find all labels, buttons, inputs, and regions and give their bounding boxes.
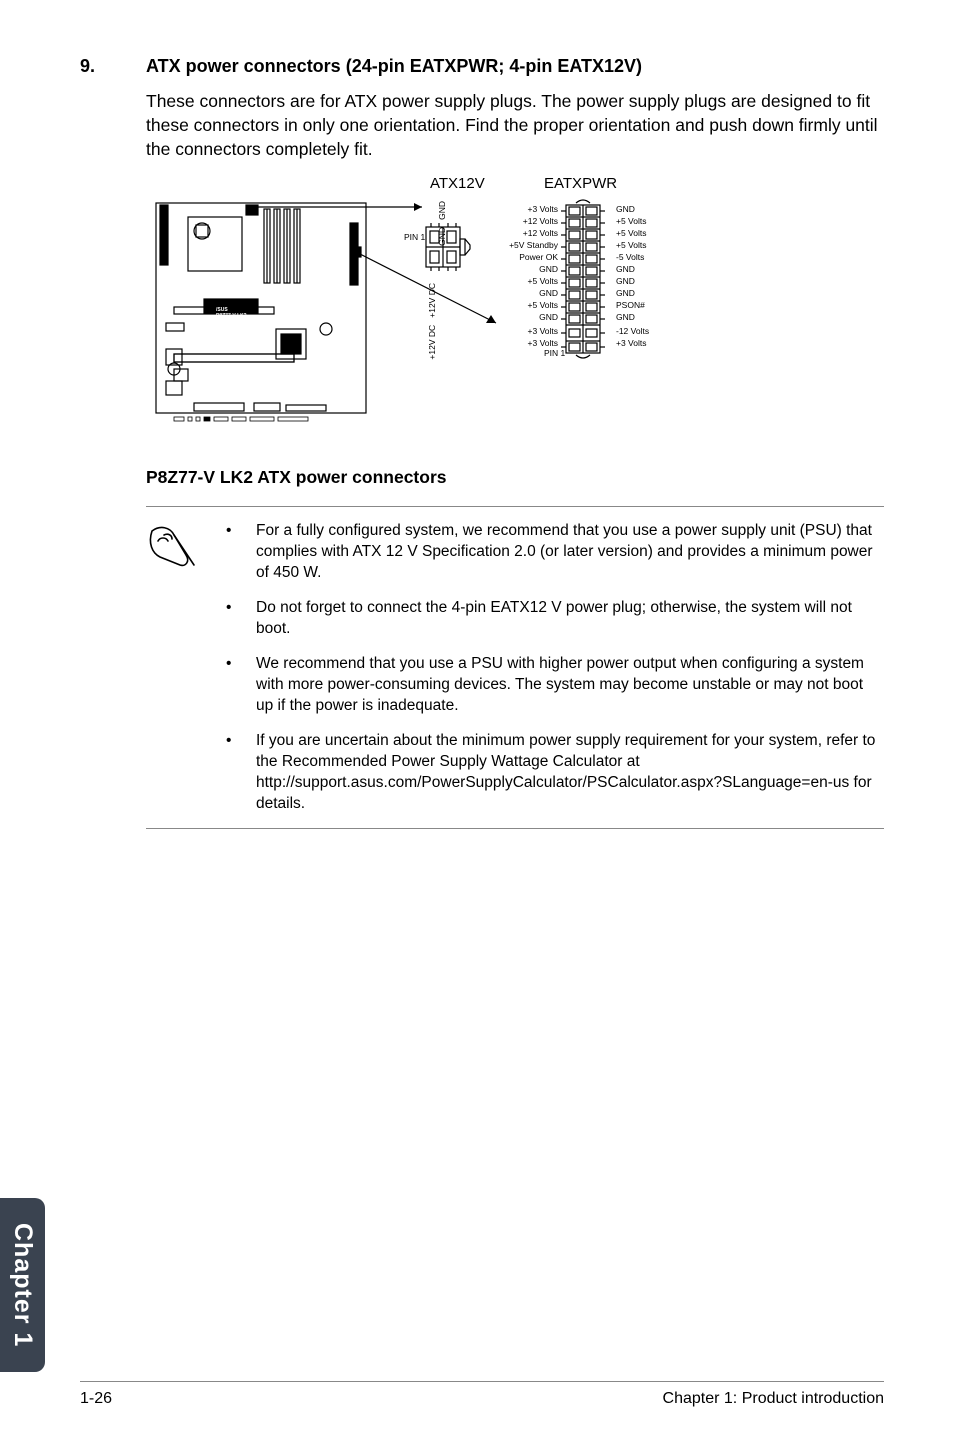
section-number: 9.	[80, 56, 116, 77]
mobo-product-label: /SUS P8Z77-V LK2	[216, 307, 247, 319]
eatxpwr-pin1-label: PIN 1	[544, 347, 565, 359]
chapter-side-tab: Chapter 1	[0, 1198, 45, 1372]
pin-label: +12V DC	[427, 283, 437, 318]
page-footer: 1-26 Chapter 1: Product introduction	[80, 1381, 884, 1408]
chapter-title-footer: Chapter 1: Product introduction	[663, 1390, 884, 1408]
eatxpwr-right-pins: GND +5 Volts +5 Volts +5 Volts -5 Volts …	[616, 203, 649, 349]
page-number: 1-26	[80, 1390, 112, 1408]
pin-label: +5 Volts	[616, 215, 649, 227]
pin-label: +3 Volts	[490, 203, 558, 215]
note-text: Do not forget to connect the 4-pin EATX1…	[256, 598, 884, 640]
note-list: •For a fully configured system, we recom…	[226, 521, 884, 814]
pin-label: +3 Volts	[616, 337, 649, 349]
note-item: •We recommend that you use a PSU with hi…	[226, 654, 884, 717]
note-hand-icon	[146, 521, 206, 814]
pin-label: +5 Volts	[490, 275, 558, 287]
note-item: •Do not forget to connect the 4-pin EATX…	[226, 598, 884, 640]
pin-label: GND	[490, 263, 558, 275]
mobo-model: P8Z77-V LK2	[216, 313, 247, 319]
atx12v-label: ATX12V	[430, 175, 485, 192]
pin-label: -12 Volts	[616, 325, 649, 337]
pin-label: -5 Volts	[616, 251, 649, 263]
pin-label: +12 Volts	[490, 215, 558, 227]
section-title: ATX power connectors (24-pin EATXPWR; 4-…	[146, 56, 642, 77]
note-text: For a fully configured system, we recomm…	[256, 521, 884, 584]
pin-label: GND	[616, 287, 649, 299]
note-text: If you are uncertain about the minimum p…	[256, 731, 884, 815]
pin-label: PSON#	[616, 299, 649, 311]
pin-label: GND	[616, 203, 649, 215]
pin-label: GND	[616, 311, 649, 323]
intro-paragraph: These connectors are for ATX power suppl…	[146, 89, 884, 161]
pin-label: GND	[490, 287, 558, 299]
pin-label: GND	[616, 263, 649, 275]
pin-label: +12V DC	[427, 325, 437, 360]
pin-label: GND	[616, 275, 649, 287]
atx12v-top-pins: GND GND	[436, 201, 448, 246]
pin-label: +5 Volts	[616, 239, 649, 251]
pin-label: +5 Volts	[616, 227, 649, 239]
atx12v-bottom-pins: +12V DC +12V DC	[426, 283, 438, 360]
section-heading: 9. ATX power connectors (24-pin EATXPWR;…	[80, 56, 884, 77]
pin-label: +5V Standby	[490, 239, 558, 251]
eatxpwr-left-pins: +3 Volts +12 Volts +12 Volts +5V Standby…	[490, 203, 558, 349]
note-item: •For a fully configured system, we recom…	[226, 521, 884, 584]
pin-label: GND	[437, 201, 447, 220]
atx12v-pin1-label: PIN 1	[404, 231, 425, 243]
pin-label: GND	[437, 227, 447, 246]
pin-label: +12 Volts	[490, 227, 558, 239]
note-text: We recommend that you use a PSU with hig…	[256, 654, 884, 717]
pin-label: +3 Volts	[490, 325, 558, 337]
pin-label: +5 Volts	[490, 299, 558, 311]
eatxpwr-label: EATXPWR	[544, 175, 617, 192]
connector-diagram: ATX12V EATXPWR	[146, 175, 884, 465]
note-item: •If you are uncertain about the minimum …	[226, 731, 884, 815]
pin-label: GND	[490, 311, 558, 323]
pin-label: Power OK	[490, 251, 558, 263]
note-box: •For a fully configured system, we recom…	[146, 506, 884, 829]
diagram-caption: P8Z77-V LK2 ATX power connectors	[146, 467, 884, 488]
